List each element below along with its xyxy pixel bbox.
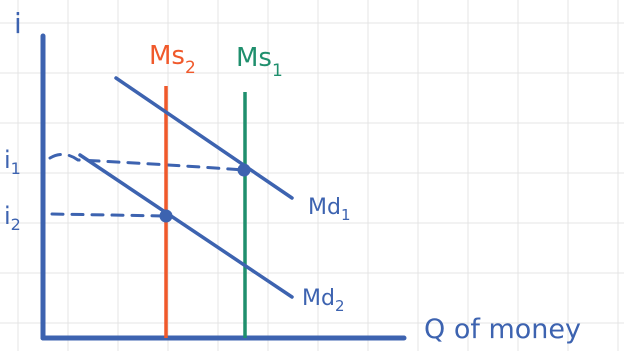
md2-subscript: 2 bbox=[335, 297, 345, 315]
ms1-letters: Ms bbox=[236, 43, 272, 73]
ms2-label: Ms2 bbox=[149, 41, 196, 78]
md2-letters: Md bbox=[302, 286, 335, 311]
ms1-subscript: 1 bbox=[272, 61, 283, 81]
y-axis-label: i bbox=[14, 7, 22, 40]
ms2-letters: Ms bbox=[149, 41, 185, 71]
ms2-subscript: 2 bbox=[185, 58, 196, 78]
i1-label: i1 bbox=[4, 146, 21, 178]
md2-label: Md2 bbox=[302, 286, 345, 315]
md1-label: Md1 bbox=[308, 195, 351, 224]
i1-subscript: 1 bbox=[11, 159, 21, 178]
md1-demand-line bbox=[114, 76, 294, 200]
equilibrium-point-2 bbox=[159, 209, 173, 223]
md2-demand-line bbox=[78, 153, 294, 299]
i2-letter: i bbox=[4, 202, 11, 230]
md1-letters: Md bbox=[308, 195, 341, 220]
i1-letter: i bbox=[4, 146, 11, 174]
i2-subscript: 2 bbox=[11, 215, 21, 234]
i1-guide-dashes bbox=[48, 153, 246, 172]
ms1-label: Ms1 bbox=[236, 43, 283, 81]
i2-guide-dashes bbox=[50, 212, 168, 218]
x-axis-label: Q of money bbox=[424, 314, 581, 345]
equilibrium-point-1 bbox=[237, 163, 251, 177]
md1-subscript: 1 bbox=[341, 206, 351, 224]
i2-label: i2 bbox=[4, 202, 21, 234]
